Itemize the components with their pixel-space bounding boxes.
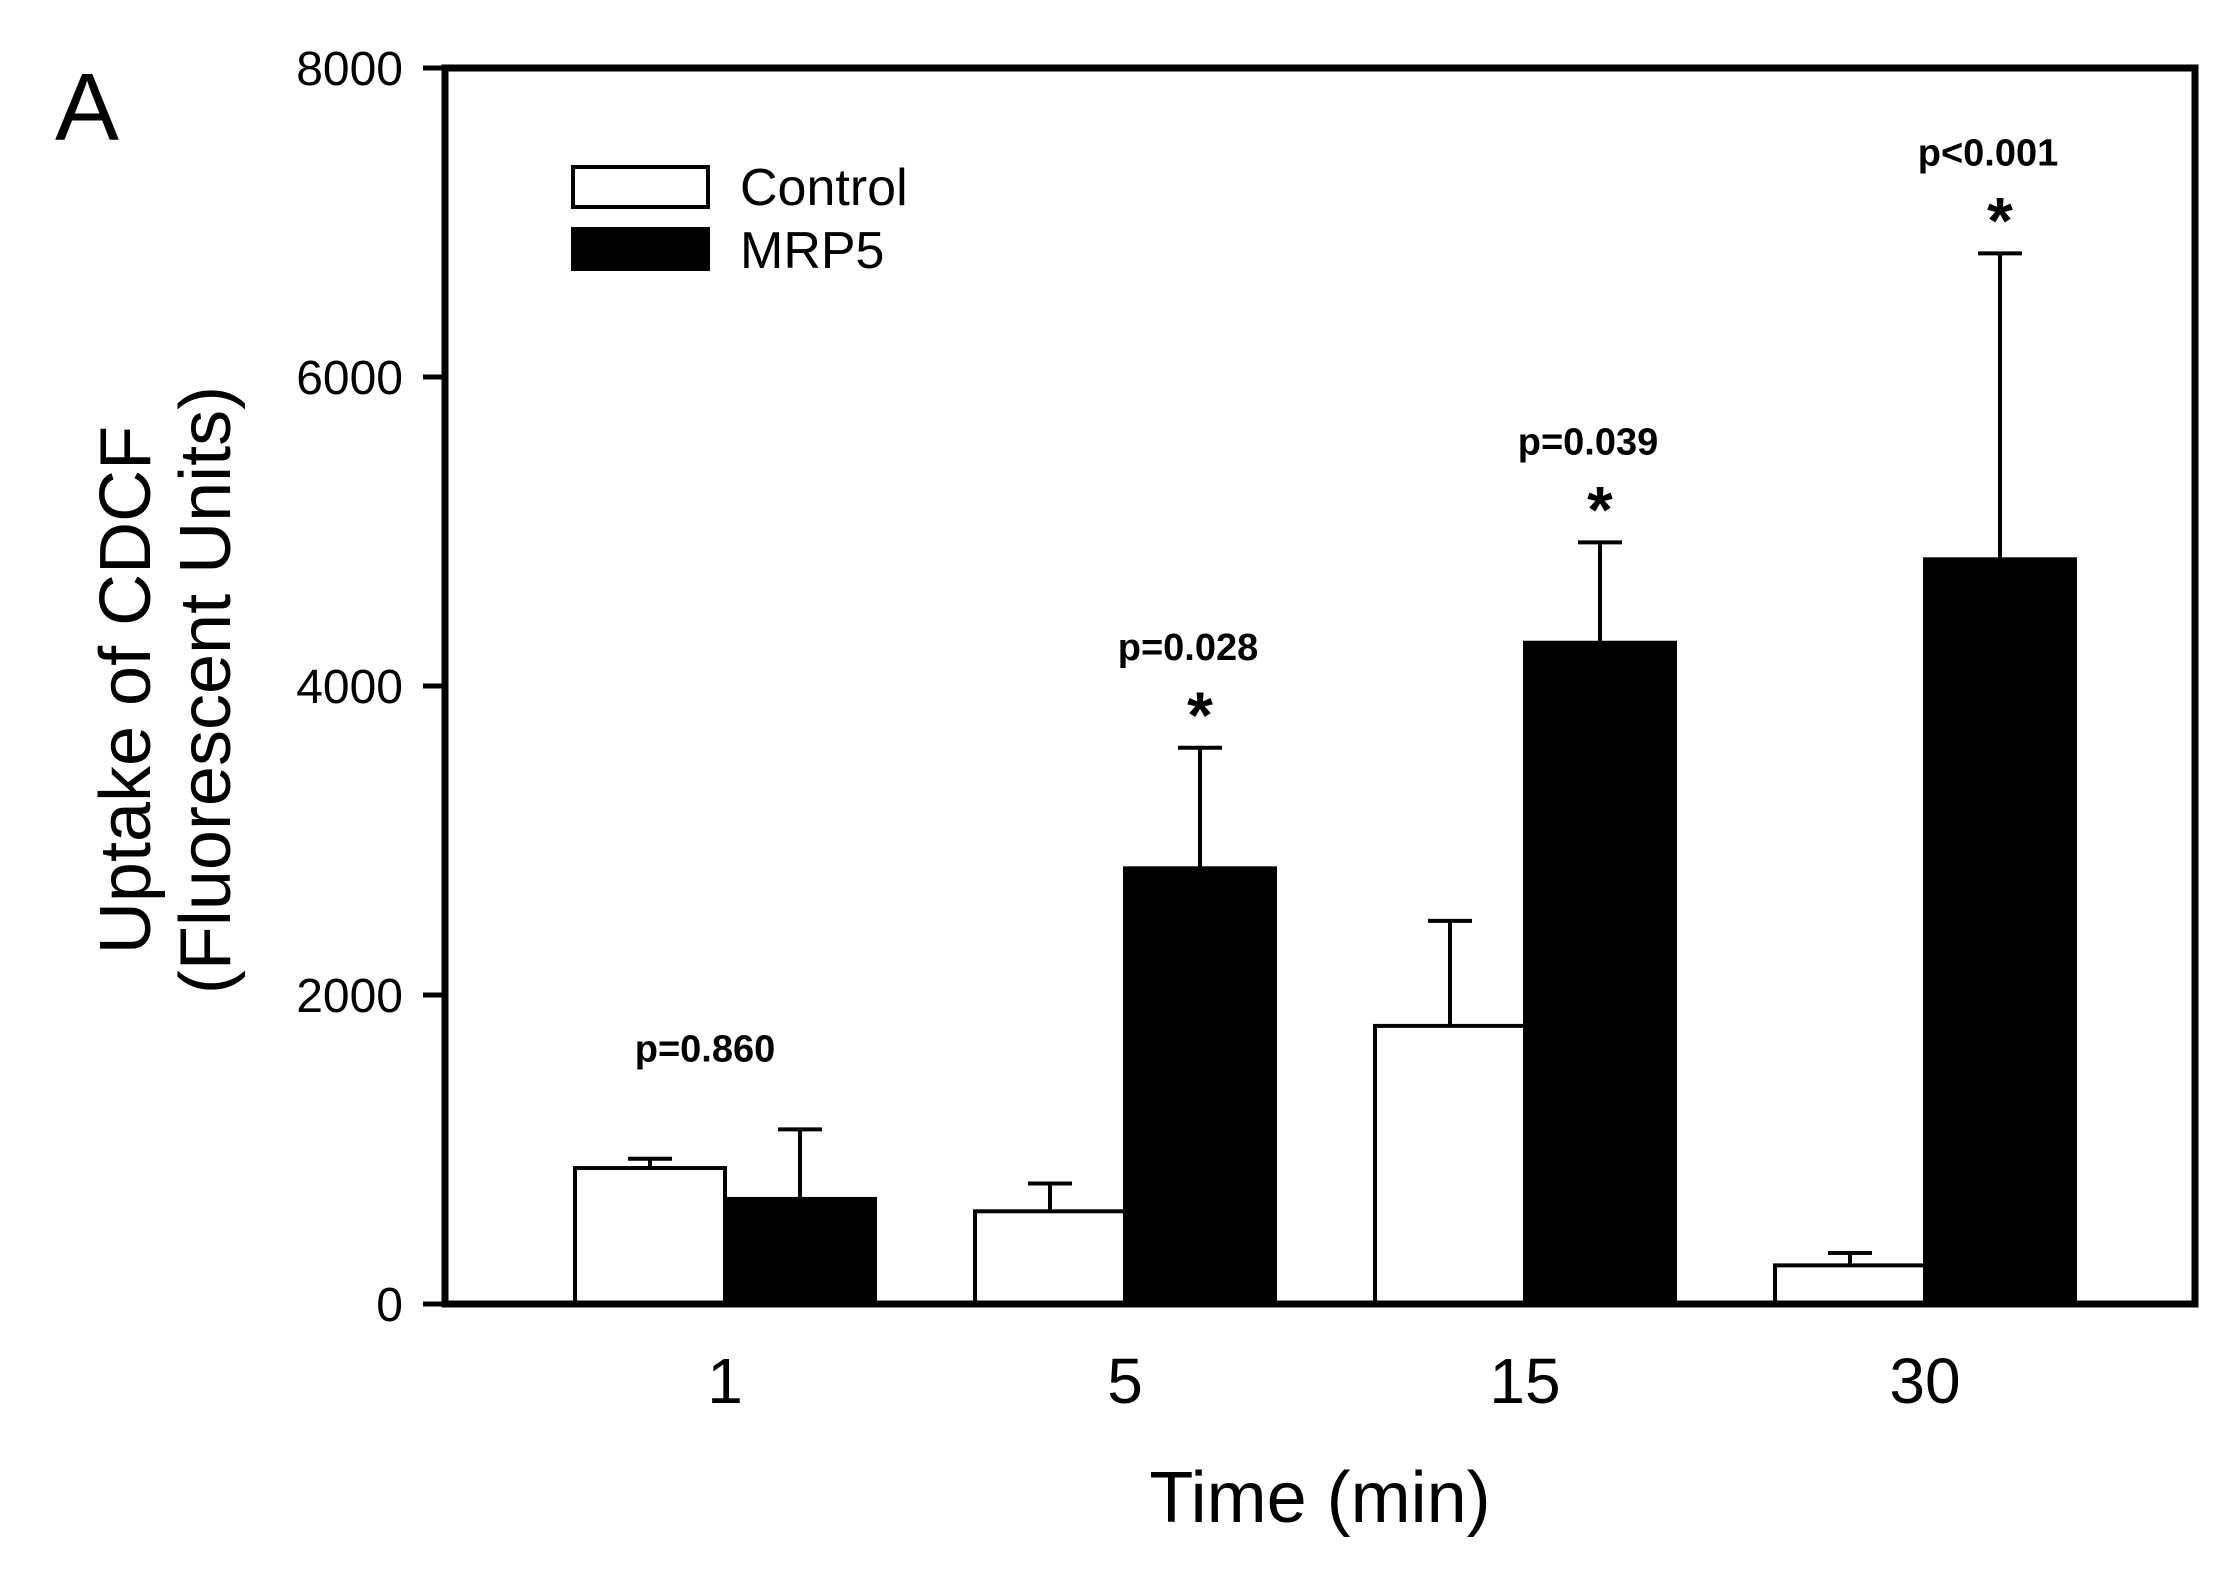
y-axis-ticks: 0 2000 4000 6000 8000 bbox=[296, 43, 445, 1332]
x-tick-label: 15 bbox=[1489, 1345, 1560, 1417]
legend-label-control: Control bbox=[740, 159, 908, 217]
y-tick-label: 2000 bbox=[296, 970, 403, 1023]
y-tick-label: 6000 bbox=[296, 352, 403, 405]
x-tick-label: 30 bbox=[1889, 1345, 1960, 1417]
y-axis-title-line1: Uptake of CDCF bbox=[86, 426, 166, 954]
bar-control-5 bbox=[973, 1209, 1127, 1307]
bar-mrp5-5 bbox=[1123, 866, 1277, 1306]
p-value-label: p<0.001 bbox=[1918, 132, 2059, 174]
x-tick-label: 5 bbox=[1107, 1345, 1143, 1417]
bar-control-1 bbox=[573, 1166, 727, 1307]
legend: Control MRP5 bbox=[571, 159, 908, 280]
significance-star: * bbox=[1187, 678, 1213, 752]
p-value-label: p=0.860 bbox=[635, 1028, 776, 1070]
legend-swatch-mrp5 bbox=[571, 227, 710, 271]
bar-control-15 bbox=[1373, 1023, 1527, 1307]
significance-star: * bbox=[1587, 472, 1613, 546]
x-tick-label: 1 bbox=[707, 1345, 743, 1417]
x-axis-ticks: 1 5 15 30 bbox=[707, 1345, 1960, 1417]
bar-mrp5-15 bbox=[1523, 640, 1677, 1306]
x-axis-title: Time (min) bbox=[1149, 1458, 1490, 1538]
p-value-label: p=0.039 bbox=[1518, 421, 1659, 463]
y-tick-label: 8000 bbox=[296, 43, 403, 96]
panel-label: A bbox=[55, 54, 119, 161]
bar-control-30 bbox=[1773, 1263, 1927, 1306]
p-value-label: p=0.028 bbox=[1118, 627, 1259, 669]
bar-mrp5-30 bbox=[1923, 557, 2077, 1306]
y-tick-label: 4000 bbox=[296, 661, 403, 714]
legend-label-mrp5: MRP5 bbox=[740, 222, 884, 280]
significance-star: * bbox=[1987, 183, 2013, 257]
annotations-layer: p=0.860 * p=0.028 * p=0.039 * p<0.001 bbox=[635, 132, 2059, 1070]
y-axis-title: Uptake of CDCF (Fluorescent Units) bbox=[86, 386, 246, 994]
legend-swatch-control bbox=[571, 165, 710, 209]
error-bars-layer bbox=[628, 251, 2022, 1266]
y-axis-title-line2: (Fluorescent Units) bbox=[166, 386, 246, 994]
y-tick-label: 0 bbox=[376, 1279, 403, 1332]
bar-mrp5-1 bbox=[723, 1196, 877, 1306]
